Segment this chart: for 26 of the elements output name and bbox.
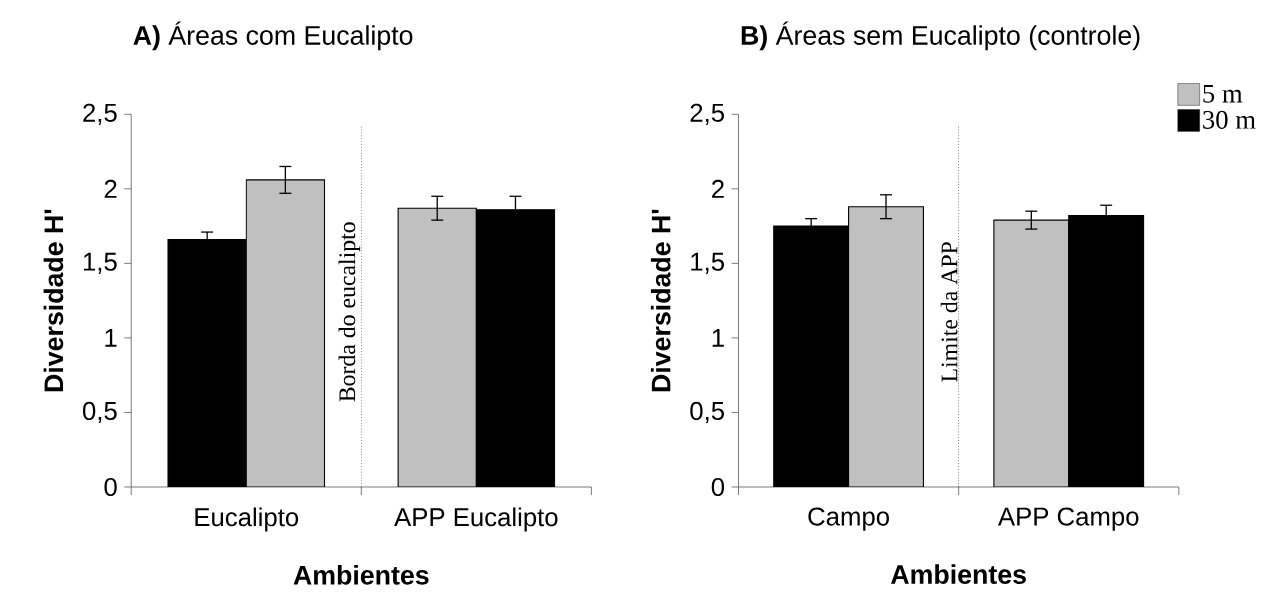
x-tick-label: APP Eucalipto <box>394 507 558 532</box>
y-tick-label: 1 <box>712 328 724 347</box>
x-axis-title: Ambientes <box>890 564 1026 584</box>
annotation: Borda do eucalipto <box>338 222 361 402</box>
y-tick-label: 2,5 <box>690 103 724 125</box>
y-tick-label: 2,5 <box>83 103 117 125</box>
legend-label: 5 m <box>1203 84 1243 103</box>
y-axis-title: Diversidade H' <box>650 209 671 392</box>
x-tick-label: Campo <box>808 507 889 531</box>
y-tick-label: 0 <box>104 477 117 496</box>
annotation: Limite da APP <box>940 241 958 382</box>
y-axis-title: Diversidade H' <box>43 209 64 392</box>
y-tick-label: 2 <box>712 179 724 198</box>
chart-title: A) Áreas com Eucalipto <box>133 21 413 51</box>
y-tick-label: 0,5 <box>82 401 117 423</box>
x-tick-label: Eucalipto <box>195 507 299 532</box>
x-axis-title: Ambientes <box>293 564 429 585</box>
x-tick-label: APP Campo <box>997 507 1139 531</box>
y-tick-label: 0 <box>711 477 725 496</box>
y-tick-label: 1 <box>105 328 117 347</box>
legend-label: 30 m <box>1203 110 1256 129</box>
y-tick-label: 1,5 <box>83 252 117 274</box>
y-tick-label: 0,5 <box>690 401 724 423</box>
y-tick-label: 1,5 <box>691 252 724 274</box>
chart-title: B) Áreas sem Eucalipto (controle) <box>741 21 1140 51</box>
y-tick-label: 2 <box>104 179 117 198</box>
